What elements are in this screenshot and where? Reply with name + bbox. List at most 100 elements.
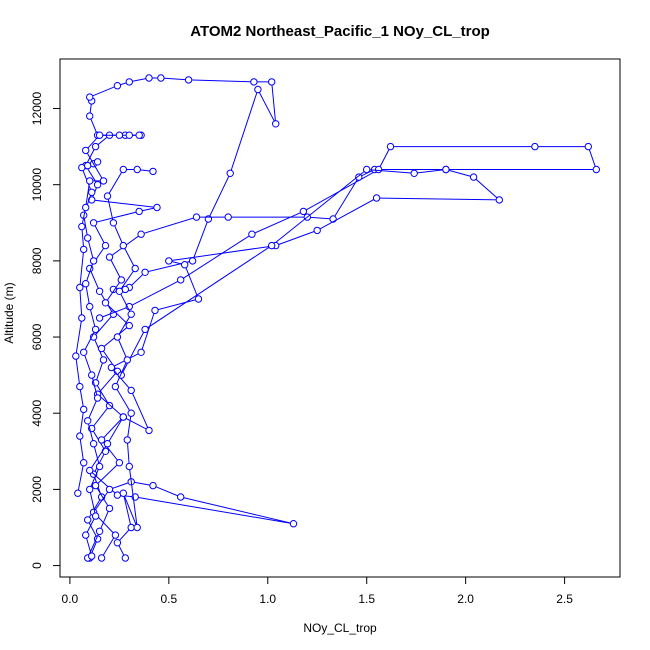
data-point bbox=[86, 466, 94, 475]
data-point bbox=[248, 230, 256, 238]
data-point bbox=[99, 356, 108, 364]
data-point bbox=[372, 194, 381, 202]
data-point bbox=[88, 371, 96, 379]
data-point bbox=[101, 447, 110, 455]
data-point bbox=[97, 554, 106, 562]
y-tick-label: 8000 bbox=[30, 247, 44, 274]
data-point bbox=[82, 280, 90, 288]
data-point bbox=[80, 405, 88, 414]
data-point bbox=[76, 432, 84, 440]
data-point bbox=[127, 409, 135, 417]
series-5 bbox=[103, 165, 157, 562]
data-point bbox=[84, 234, 92, 242]
data-point bbox=[89, 219, 98, 227]
data-point bbox=[127, 310, 135, 318]
data-point bbox=[89, 257, 98, 265]
series-layer bbox=[72, 74, 600, 562]
data-point bbox=[181, 261, 189, 269]
data-point bbox=[313, 226, 321, 235]
data-point bbox=[111, 382, 120, 391]
data-point bbox=[188, 257, 197, 265]
data-point bbox=[268, 241, 276, 250]
data-point bbox=[592, 165, 600, 174]
data-point bbox=[74, 489, 82, 497]
data-point bbox=[97, 436, 106, 444]
data-point bbox=[113, 333, 122, 341]
data-point bbox=[226, 169, 234, 178]
data-point bbox=[125, 78, 134, 86]
data-point bbox=[125, 131, 134, 139]
data-point bbox=[78, 222, 86, 231]
y-axis-label: Altitude (m) bbox=[2, 282, 16, 343]
data-point bbox=[127, 523, 135, 532]
data-point bbox=[82, 531, 90, 539]
data-point bbox=[105, 504, 114, 513]
data-point bbox=[386, 142, 395, 151]
data-point bbox=[469, 173, 478, 181]
chart-title: ATOM2 Northeast_Pacific_1 NOy_CL_trop bbox=[190, 23, 490, 40]
data-point bbox=[177, 276, 185, 284]
x-tick-label: 2.5 bbox=[556, 592, 573, 606]
data-point bbox=[95, 527, 104, 535]
data-point bbox=[141, 325, 149, 334]
data-point bbox=[91, 142, 100, 151]
data-point bbox=[105, 253, 114, 261]
data-point bbox=[145, 74, 153, 82]
data-point bbox=[93, 158, 102, 166]
data-point bbox=[78, 314, 86, 322]
data-point bbox=[101, 241, 110, 250]
data-point bbox=[123, 436, 132, 444]
y-tick-label: 0 bbox=[30, 562, 44, 569]
data-point bbox=[82, 203, 90, 212]
data-point bbox=[149, 167, 157, 176]
x-tick-label: 1.0 bbox=[259, 592, 276, 606]
data-point bbox=[91, 325, 100, 334]
data-point bbox=[119, 241, 128, 250]
data-point bbox=[72, 352, 80, 360]
y-tick-label: 10000 bbox=[30, 168, 44, 202]
series-3 bbox=[86, 165, 503, 562]
data-point bbox=[125, 321, 134, 330]
data-point bbox=[80, 348, 88, 356]
data-point bbox=[95, 314, 104, 322]
x-axis-label: NOy_CL_trop bbox=[303, 621, 377, 635]
data-point bbox=[177, 493, 185, 501]
data-point bbox=[133, 523, 141, 532]
data-point bbox=[250, 78, 258, 86]
data-point bbox=[119, 413, 128, 421]
data-point bbox=[374, 165, 383, 174]
plot-frame bbox=[59, 58, 621, 578]
data-point bbox=[153, 203, 161, 212]
data-point bbox=[86, 177, 94, 185]
data-point bbox=[135, 207, 143, 216]
data-point bbox=[192, 213, 201, 221]
data-point bbox=[95, 462, 104, 471]
data-point bbox=[86, 302, 94, 311]
data-point bbox=[80, 459, 88, 467]
data-point bbox=[99, 177, 108, 185]
data-point bbox=[123, 356, 132, 364]
y-tick-label: 6000 bbox=[30, 323, 44, 350]
data-point bbox=[95, 131, 104, 139]
x-tick-label: 0.5 bbox=[160, 592, 177, 606]
data-point bbox=[117, 276, 126, 284]
data-point bbox=[151, 306, 159, 315]
series-6 bbox=[72, 131, 143, 497]
y-tick-label: 4000 bbox=[30, 400, 44, 427]
data-point bbox=[84, 417, 92, 425]
data-point bbox=[101, 299, 110, 307]
data-point bbox=[495, 196, 503, 204]
data-point bbox=[93, 181, 102, 189]
data-point bbox=[135, 131, 143, 139]
data-point bbox=[115, 459, 124, 467]
data-point bbox=[86, 93, 94, 101]
data-point bbox=[86, 112, 94, 120]
data-point bbox=[105, 485, 114, 494]
data-point bbox=[103, 192, 112, 200]
data-point bbox=[91, 512, 100, 520]
data-point bbox=[584, 142, 592, 151]
data-point bbox=[157, 74, 165, 82]
data-point bbox=[119, 489, 128, 497]
